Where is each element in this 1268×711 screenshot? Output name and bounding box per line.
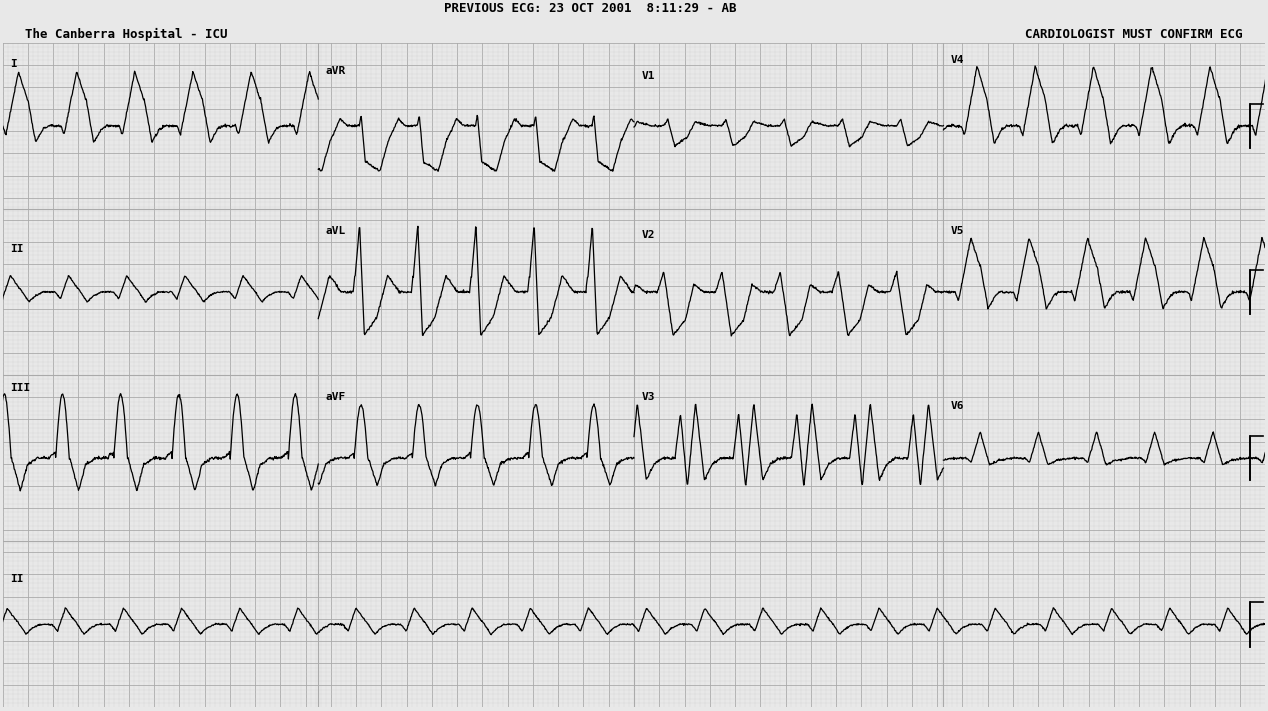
Text: III: III [10,383,30,392]
Text: II: II [10,244,24,254]
Text: CARDIOLOGIST MUST CONFIRM ECG: CARDIOLOGIST MUST CONFIRM ECG [1025,28,1243,41]
Text: The Canberra Hospital - ICU: The Canberra Hospital - ICU [25,28,228,41]
Text: V6: V6 [951,401,965,411]
Text: II: II [10,574,24,584]
Text: aVF: aVF [326,392,346,402]
Text: aVL: aVL [326,225,346,235]
Text: V1: V1 [642,71,656,81]
Text: V2: V2 [642,230,656,240]
Text: PREVIOUS ECG: 23 OCT 2001  8:11:29 - AB: PREVIOUS ECG: 23 OCT 2001 8:11:29 - AB [444,2,737,15]
Text: I: I [10,60,16,70]
Text: V5: V5 [951,225,965,235]
Text: aVR: aVR [326,66,346,76]
Text: V3: V3 [642,392,656,402]
Text: V4: V4 [951,55,965,65]
